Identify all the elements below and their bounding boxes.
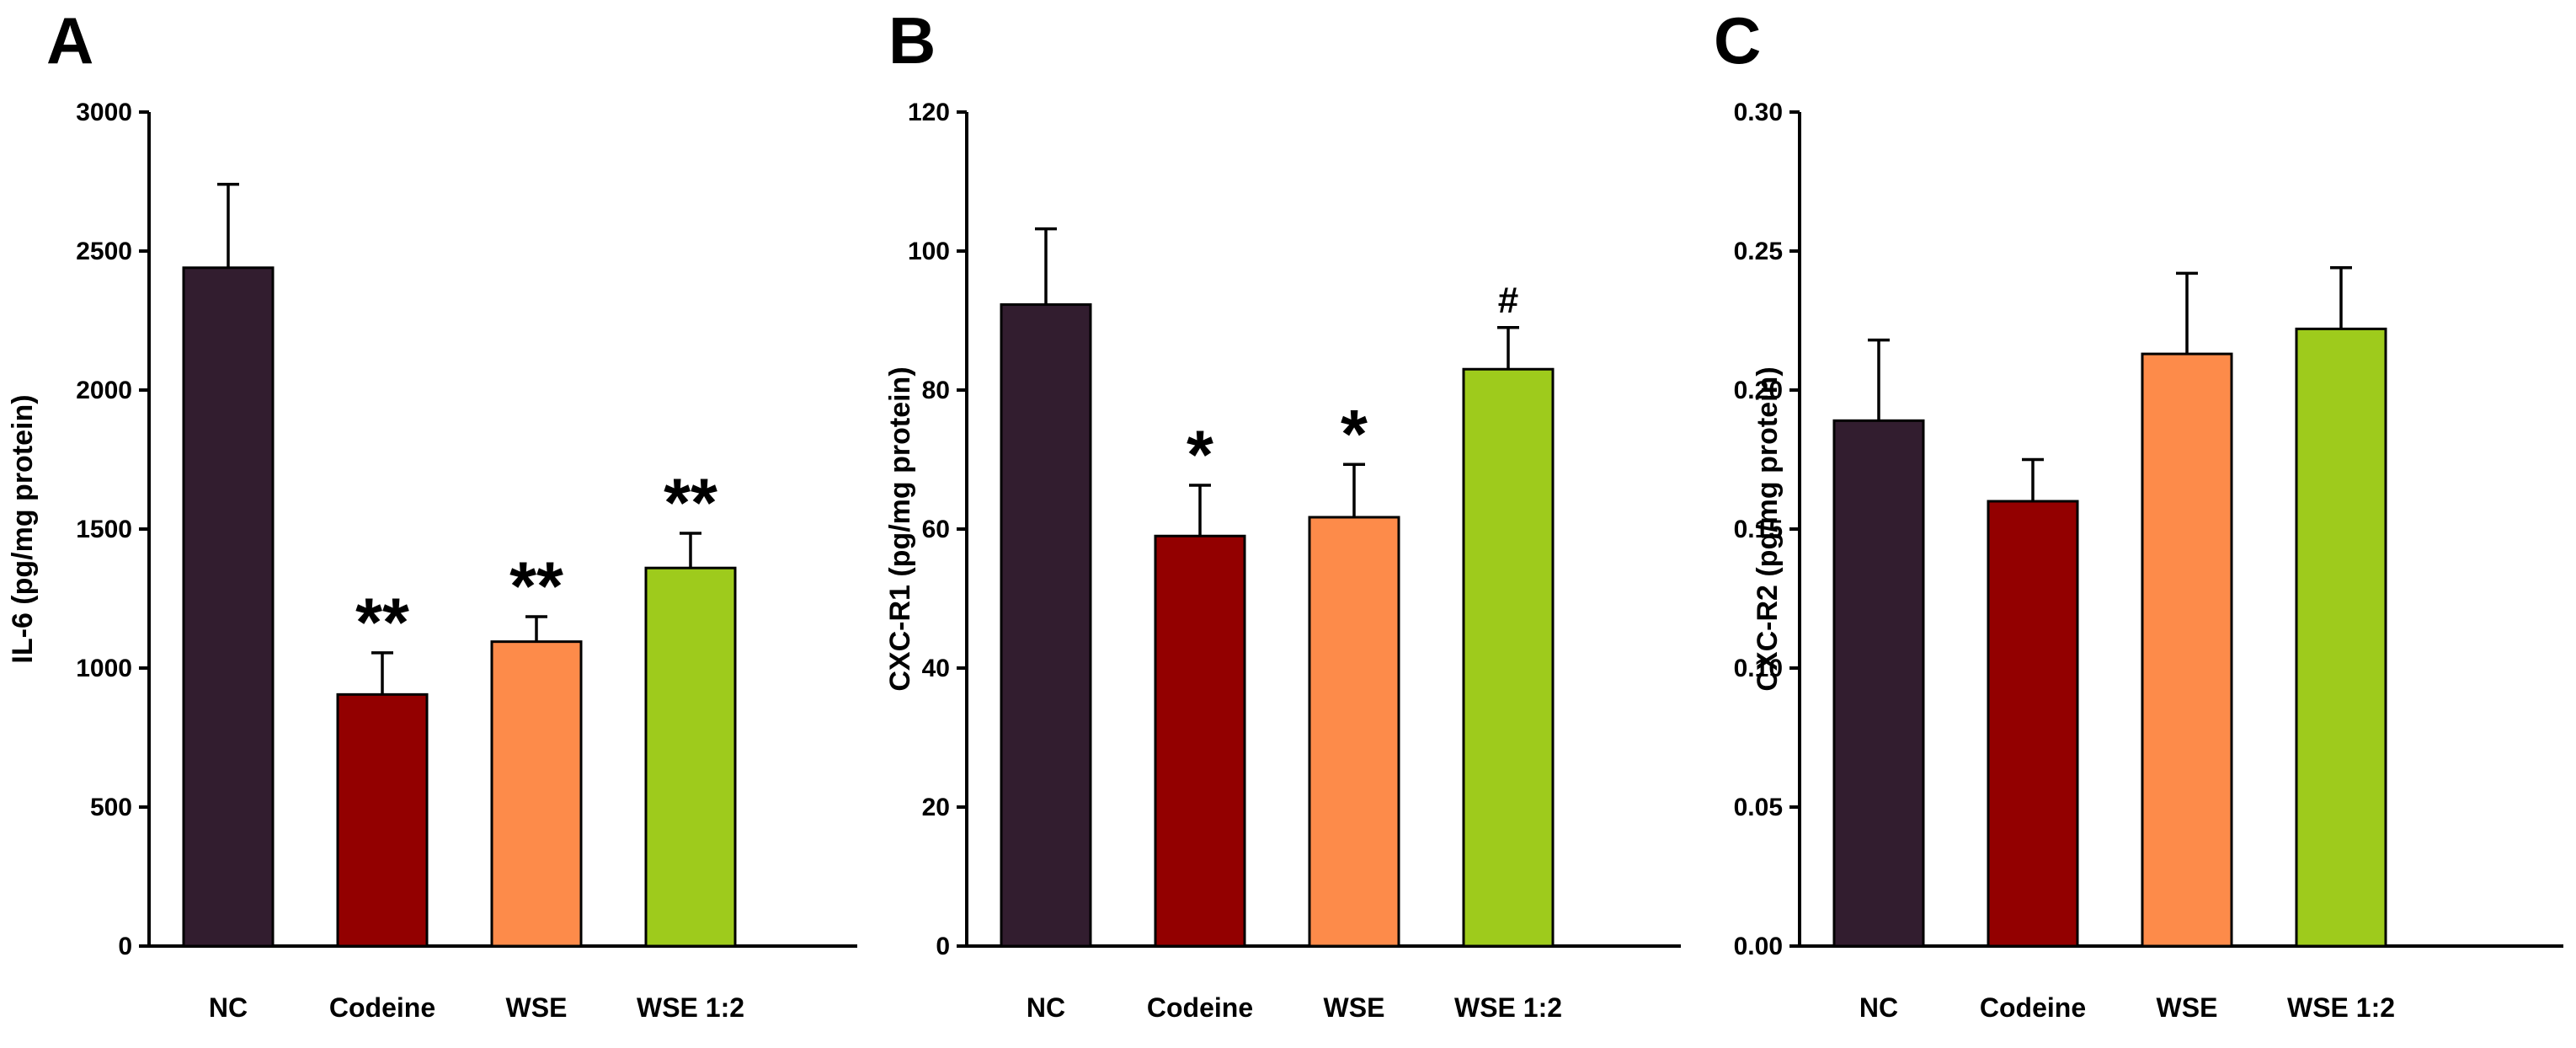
panel-b-significance-wse-1-2: # [1498,280,1518,321]
panel-b-ytick-label: 100 [908,238,950,265]
panel-a-ytick-label: 2500 [76,238,132,265]
panel-a-significance-codeine: ** [355,585,409,661]
panel-a-ytick-label: 500 [90,794,132,821]
panel-c-ytick-label: 0.00 [1734,933,1783,960]
panel-c-bar-codeine [1987,500,2079,948]
panel-c-ytick-label: 0.10 [1734,655,1783,682]
panel-b-xtick-wse-1-2: WSE 1:2 [1454,992,1562,1023]
panel-b-ytick-label: 0 [936,933,950,960]
panel-b-ytick-label: 80 [922,377,950,404]
panel-c-ytick-label: 0.05 [1734,794,1783,821]
panel-b-ytick-label: 60 [922,516,950,543]
panel-b-letter: B [888,3,936,78]
panel-a-ytick-label: 2000 [76,377,132,404]
panel-a-xtick-wse-1-2: WSE 1:2 [637,992,744,1023]
panel-c-ytick-label: 0.20 [1734,377,1783,404]
panel-a-xtick-nc: NC [209,992,248,1023]
panel-c-letter: C [1714,3,1761,78]
panel-a-ytick-label: 3000 [76,99,132,126]
panel-b-ytick-label: 20 [922,794,950,821]
panel-a-bar-nc [182,266,275,948]
panel-a-significance-wse: ** [509,548,563,625]
panel-b-xtick-nc: NC [1027,992,1065,1023]
panel-c-bar-wse-1-2 [2295,327,2387,948]
panel-a-bar-wse-1-2 [644,566,737,948]
panel-a-xtick-codeine: Codeine [329,992,435,1023]
panel-a-significance-wse-1-2: ** [664,465,717,542]
panel-c-xtick-nc: NC [1859,992,1898,1023]
panel-a-letter: A [46,3,93,78]
panel-c-bar-wse [2141,352,2233,948]
panel-a-ylabel: IL-6 (pg/mg protein) [7,394,39,663]
panel-a-xtick-wse: WSE [506,992,568,1023]
panel-b-ytick-label: 120 [908,99,950,126]
panel-b-significance-wse: * [1341,396,1368,473]
panel-c-ylabel: CXC-R2 (pg/mg protein) [1752,366,1784,691]
panel-b-significance-codeine: * [1187,417,1213,494]
panel-b-ylabel: CXC-R1 (pg/mg protein) [884,366,916,691]
panel-a-ytick-label: 1000 [76,655,132,682]
panel-c-xtick-codeine: Codeine [1980,992,2086,1023]
panel-a-ytick-label: 1500 [76,516,132,543]
panel-a-bar-wse [490,640,583,948]
panel-b-xtick-codeine: Codeine [1147,992,1253,1023]
panel-c-xtick-wse-1-2: WSE 1:2 [2287,992,2395,1023]
panel-a-ytick-label: 0 [118,933,132,960]
panel-c-xtick-wse: WSE [2157,992,2218,1023]
panel-b-bar-wse-1-2 [1462,367,1555,948]
panel-c-bar-nc [1832,419,1925,948]
panel-c-ytick-label: 0.15 [1734,516,1783,543]
panel-b-ytick-label: 40 [922,655,950,682]
panel-a-bar-codeine [336,692,429,948]
panel-c-ytick-label: 0.25 [1734,238,1783,265]
panel-b-bar-nc [1000,303,1092,948]
panel-b-bar-wse [1308,516,1400,948]
panel-b-xtick-wse: WSE [1324,992,1385,1023]
panel-b-bar-codeine [1154,534,1246,948]
panel-c-ytick-label: 0.30 [1734,99,1783,126]
